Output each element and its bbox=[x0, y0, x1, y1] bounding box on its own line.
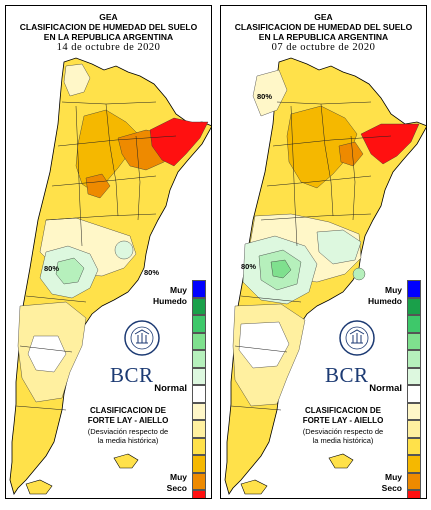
legend-swatch bbox=[192, 455, 206, 473]
wet-zone-core bbox=[55, 257, 85, 285]
classification-line1: CLASIFICACION DE bbox=[90, 406, 166, 415]
islas-malvinas bbox=[113, 453, 139, 469]
legend-swatch bbox=[192, 490, 206, 498]
patagonia-white bbox=[238, 321, 290, 369]
legend-swatch bbox=[192, 332, 206, 350]
header-gea: GEA bbox=[99, 12, 118, 22]
legend-swatch bbox=[192, 385, 206, 403]
legend-swatch bbox=[407, 350, 421, 368]
legend-swatch bbox=[192, 402, 206, 420]
header-subtitle: EN LA REPUBLICA ARGENTINA bbox=[43, 32, 174, 42]
classification-desc1: (Desviación respecto de bbox=[87, 427, 169, 436]
normal-zone-north bbox=[252, 69, 288, 117]
isoline-label: 80% bbox=[241, 262, 257, 271]
legend-swatch bbox=[407, 455, 421, 473]
legend-swatch bbox=[407, 332, 421, 350]
dry-spot bbox=[338, 141, 364, 167]
isoline-label: 80% bbox=[257, 92, 273, 101]
header-title: CLASIFICACION DE HUMEDAD DEL SUELO bbox=[19, 22, 198, 32]
classification-line2: FORTE LAY - AIELLO bbox=[87, 415, 169, 425]
legend-muy-humedo-1: Muy bbox=[170, 285, 187, 295]
tierra-del-fuego bbox=[240, 479, 268, 495]
normal-zone-north bbox=[63, 63, 91, 97]
legend-swatch bbox=[407, 490, 421, 498]
legend-muy-seco-1: Muy bbox=[385, 472, 402, 482]
wet-zone-inner bbox=[270, 259, 292, 279]
map-date: 14 de octubre de 2020 bbox=[56, 42, 161, 53]
classification-title: CLASIFICACION DE FORTE LAY - AIELLO bbox=[293, 406, 393, 425]
legend-swatch bbox=[407, 472, 421, 490]
legend-swatch bbox=[407, 437, 421, 455]
patagonia-white bbox=[27, 335, 67, 373]
province-borders bbox=[15, 101, 177, 411]
legend-muy-seco-2: Seco bbox=[166, 483, 187, 493]
map-date: 07 de octubre de 2020 bbox=[271, 42, 376, 53]
islas-malvinas bbox=[328, 453, 354, 469]
dry-region-center bbox=[75, 109, 139, 193]
dry-spot bbox=[85, 173, 111, 199]
wet-spot bbox=[352, 267, 366, 281]
map-panel-left: GEA CLASIFICACION DE HUMEDAD DEL SUELO E… bbox=[5, 5, 212, 499]
classification-line1: CLASIFICACION DE bbox=[305, 406, 381, 415]
header-subtitle: EN LA REPUBLICA ARGENTINA bbox=[258, 32, 389, 42]
legend-swatch bbox=[407, 367, 421, 385]
legend-swatch bbox=[192, 297, 206, 315]
header-gea: GEA bbox=[314, 12, 333, 22]
very-dry-region bbox=[360, 123, 420, 165]
classification-desc1: (Desviación respecto de bbox=[302, 427, 384, 436]
legend-swatch bbox=[192, 420, 206, 438]
legend-swatch bbox=[407, 315, 421, 333]
legend-swatch bbox=[192, 280, 206, 298]
argentina-map-right bbox=[224, 57, 426, 495]
classification-desc2: la media histórica) bbox=[97, 436, 159, 445]
classification-title: CLASIFICACION DE FORTE LAY - AIELLO bbox=[78, 406, 178, 425]
header-title: CLASIFICACION DE HUMEDAD DEL SUELO bbox=[234, 22, 413, 32]
legend-scale bbox=[192, 280, 206, 498]
isoline-label: 80% bbox=[44, 264, 60, 273]
bcr-logo-text: BCR bbox=[325, 363, 369, 387]
legend-swatch bbox=[407, 385, 421, 403]
very-dry-region bbox=[149, 117, 209, 167]
legend-swatch bbox=[192, 367, 206, 385]
legend-swatch bbox=[407, 297, 421, 315]
classification-desc2: la media histórica) bbox=[312, 436, 374, 445]
legend-muy-humedo-2: Humedo bbox=[153, 296, 187, 306]
classification-description: (Desviación respecto de la media históri… bbox=[289, 427, 397, 445]
legend-muy-humedo-1: Muy bbox=[385, 285, 402, 295]
classification-line2: FORTE LAY - AIELLO bbox=[302, 415, 384, 425]
legend-muy-seco-1: Muy bbox=[170, 472, 187, 482]
bcr-seal-logo bbox=[339, 320, 375, 356]
legend-muy-humedo-2: Humedo bbox=[368, 296, 402, 306]
bcr-seal-logo bbox=[124, 320, 160, 356]
legend-swatch bbox=[407, 280, 421, 298]
wet-spot bbox=[114, 240, 134, 260]
legend-normal: Normal bbox=[154, 383, 187, 394]
classification-description: (Desviación respecto de la media históri… bbox=[74, 427, 182, 445]
legend-swatch bbox=[407, 420, 421, 438]
bcr-logo-text: BCR bbox=[110, 363, 154, 387]
argentina-map-left bbox=[9, 57, 211, 495]
legend-swatch bbox=[192, 437, 206, 455]
legend-swatch bbox=[407, 402, 421, 420]
wet-zone-east bbox=[316, 229, 362, 265]
legend-swatch bbox=[192, 350, 206, 368]
legend-swatch bbox=[192, 315, 206, 333]
province-borders bbox=[230, 101, 392, 411]
isoline-label: 80% bbox=[144, 268, 160, 277]
tierra-del-fuego bbox=[25, 479, 53, 495]
map-panel-right: GEA CLASIFICACION DE HUMEDAD DEL SUELO E… bbox=[220, 5, 427, 499]
legend-scale bbox=[407, 280, 421, 498]
legend-swatch bbox=[192, 472, 206, 490]
legend-normal: Normal bbox=[369, 383, 402, 394]
legend-muy-seco-2: Seco bbox=[381, 483, 402, 493]
dry-region-center bbox=[286, 105, 358, 189]
